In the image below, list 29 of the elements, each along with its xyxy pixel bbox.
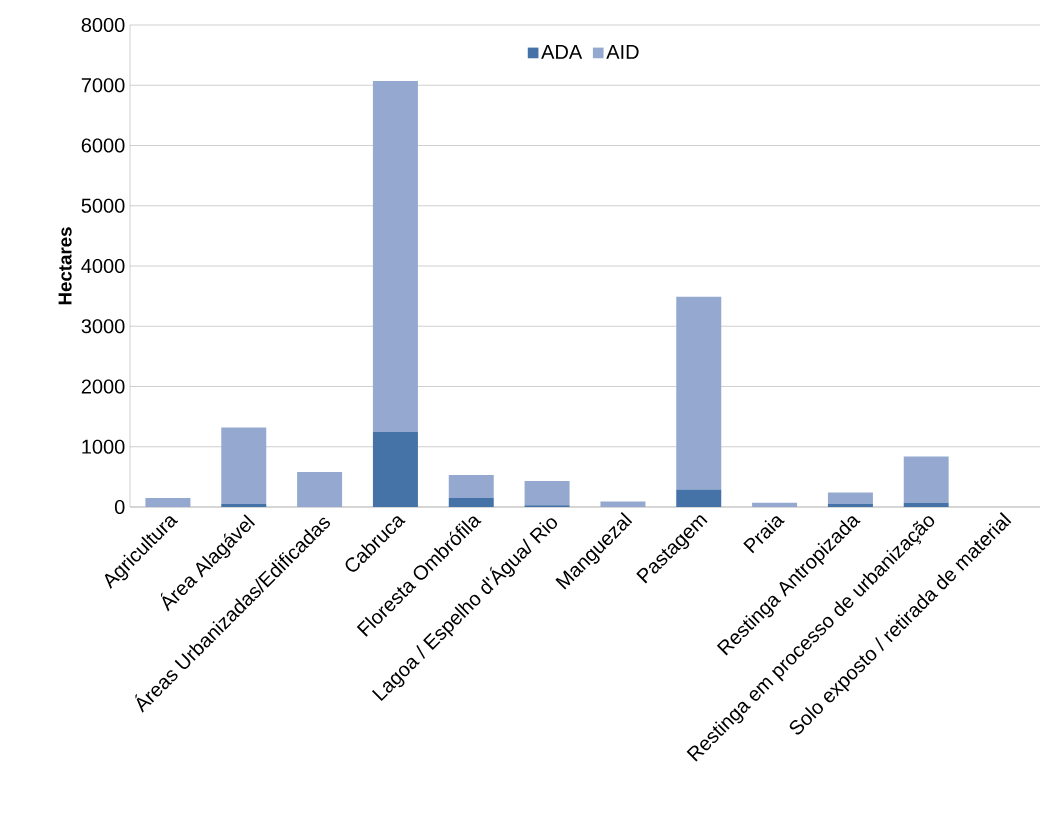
bar [448,475,494,498]
legend-label: ADA [541,45,583,59]
y-tick-label: 1000 [82,439,125,454]
bar [372,431,418,507]
y-tick-label: 4000 [81,258,125,274]
y-tick-label: 5000 [81,198,125,213]
legend-label: AID [606,45,639,59]
bar [145,497,191,507]
bar [827,492,873,504]
bar [372,81,418,432]
y-tick-label: 0 [114,499,125,515]
y-tick-label: 6000 [81,138,125,153]
bar [827,503,873,507]
y-tick-label: 7000 [81,78,125,93]
bar [221,503,267,507]
bar [752,502,798,507]
y-tick-label: 2000 [81,379,125,394]
bar [221,427,267,504]
bar [297,472,343,507]
bar [903,502,949,507]
bar [448,497,494,507]
bar [676,489,722,507]
y-axis-title: Hectares [58,227,72,305]
bar [600,501,646,507]
bar [524,481,570,506]
bar [676,296,722,490]
y-tick-label: 3000 [81,319,125,334]
y-tick-label: 8000 [81,17,125,33]
bar [903,456,949,503]
